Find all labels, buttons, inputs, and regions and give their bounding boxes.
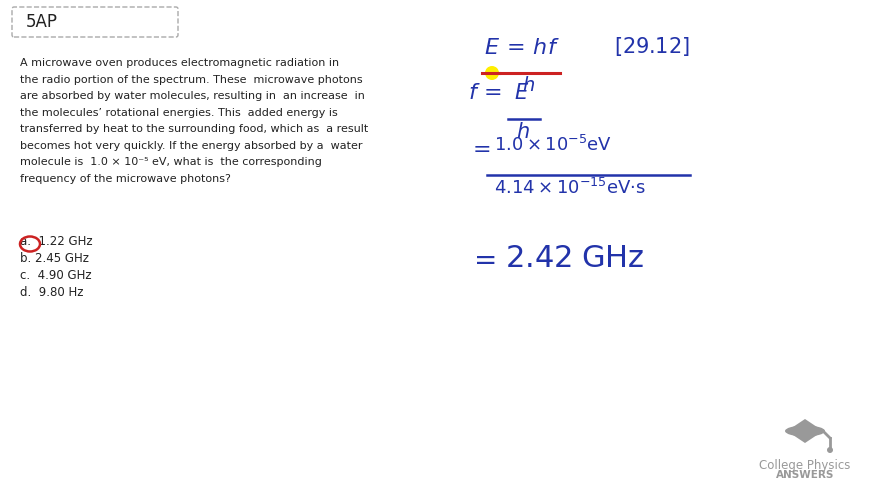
Circle shape [827,447,833,453]
Text: ANSWERS: ANSWERS [776,470,834,480]
Text: molecule is  1.0 × 10⁻⁵ eV, what is  the corresponding: molecule is 1.0 × 10⁻⁵ eV, what is the c… [20,157,322,167]
Text: $2.42 \; \mathrm{GHz}$: $2.42 \; \mathrm{GHz}$ [505,244,644,273]
Text: the radio portion of the spectrum. These  microwave photons: the radio portion of the spectrum. These… [20,74,363,85]
Text: transferred by heat to the surrounding food, which as  a result: transferred by heat to the surrounding f… [20,124,368,134]
Text: $[29.12]$: $[29.12]$ [614,35,690,58]
Text: A microwave oven produces electromagnetic radiation in: A microwave oven produces electromagneti… [20,58,339,68]
Text: $f \, =$: $f \, =$ [468,83,502,103]
Text: $4.14 \times 10^{-15} \mathrm{eV{\cdot}s}$: $4.14 \times 10^{-15} \mathrm{eV{\cdot}s… [494,178,646,198]
Text: a.  1.22 GHz: a. 1.22 GHz [20,235,92,248]
Text: $E$: $E$ [514,83,530,103]
FancyBboxPatch shape [12,7,178,37]
Text: 5AP: 5AP [26,13,58,31]
Text: $= \, hf$: $= \, hf$ [502,38,560,58]
Polygon shape [787,419,823,443]
Text: $1.0 \times 10^{-5} \mathrm{eV}$: $1.0 \times 10^{-5} \mathrm{eV}$ [494,135,612,155]
Text: $E$: $E$ [484,38,500,58]
Ellipse shape [785,426,825,437]
Text: $h$: $h$ [522,76,535,95]
Text: c.  4.90 GHz: c. 4.90 GHz [20,269,91,282]
Text: b. 2.45 GHz: b. 2.45 GHz [20,252,89,265]
Text: are absorbed by water molecules, resulting in  an increase  in: are absorbed by water molecules, resulti… [20,91,365,101]
Text: becomes hot very quickly. If the energy absorbed by a  water: becomes hot very quickly. If the energy … [20,140,363,150]
Text: d.  9.80 Hz: d. 9.80 Hz [20,286,83,299]
Text: $=$: $=$ [468,245,495,273]
Text: $h$: $h$ [516,122,530,142]
Text: $=$: $=$ [468,138,491,158]
Text: the molecules’ rotational energies. This  added energy is: the molecules’ rotational energies. This… [20,108,338,118]
Text: College Physics: College Physics [759,459,850,472]
Circle shape [485,66,499,80]
Text: frequency of the microwave photons?: frequency of the microwave photons? [20,174,231,184]
